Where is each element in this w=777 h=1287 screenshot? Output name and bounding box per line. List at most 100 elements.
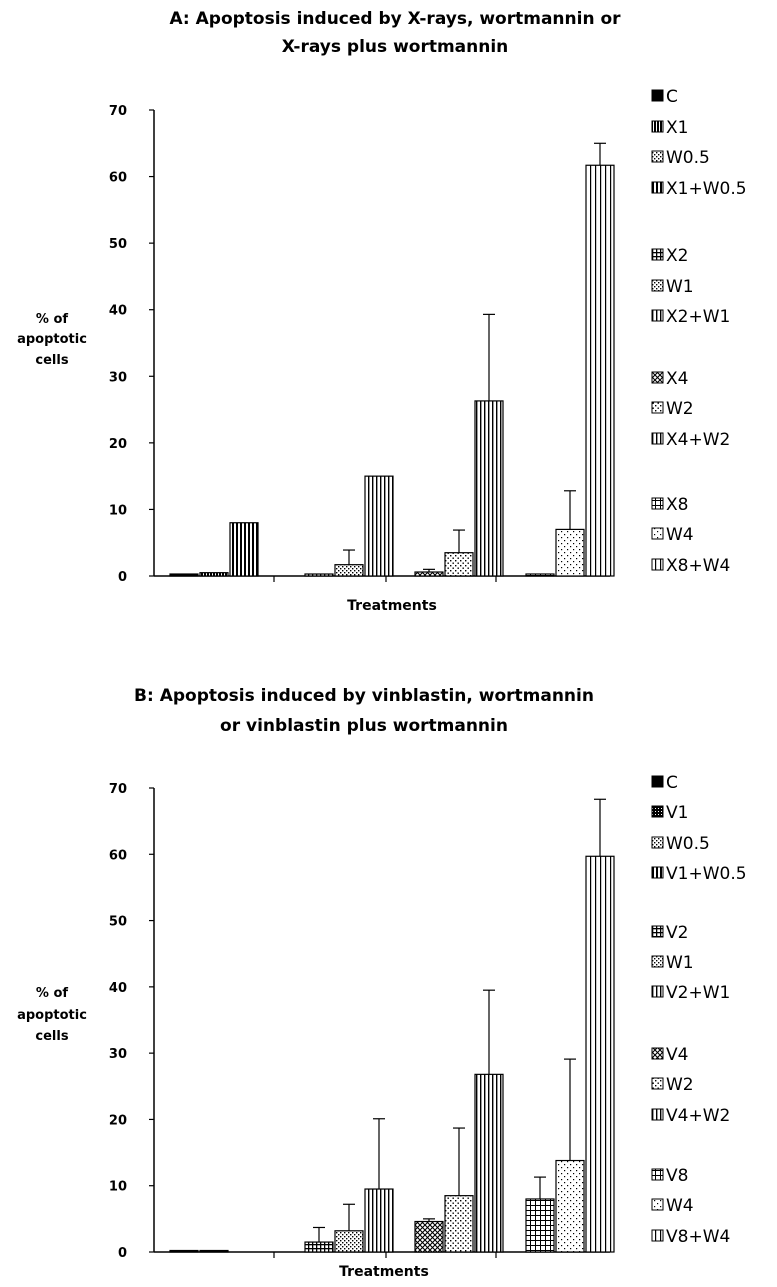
- chart1-title-line: A: Apoptosis induced by X-rays, wortmann…: [169, 9, 621, 29]
- chart2-y-axis-label: cells: [35, 1029, 68, 1044]
- chart1-legend-swatch-X4: [651, 371, 664, 384]
- chart1-legend-swatch-W2: [651, 401, 664, 414]
- chart1-legend-swatch-X1+W0.5: [651, 181, 664, 194]
- chart2-legend-label-W4: W4: [666, 1196, 694, 1216]
- chart1-bar-W4: [555, 528, 585, 577]
- chart1-bar-X4: [414, 571, 444, 577]
- chart1-legend-label-W1: W1: [666, 277, 694, 297]
- chart2-legend-swatch-V8: [651, 1168, 664, 1181]
- chart2-legend-label-V4: V4: [666, 1045, 688, 1065]
- chart2-bar-W1: [334, 1230, 364, 1253]
- chart2-legend-label-V2: V2: [666, 923, 688, 943]
- chart2-legend-label-V4+W2: V4+W2: [666, 1106, 730, 1126]
- chart1-y-tick-label: 20: [109, 437, 127, 452]
- chart1-legend-swatch-X8: [651, 497, 664, 510]
- chart2-y-tick-label: 60: [109, 848, 127, 863]
- chart1-x-axis-label: Treatments: [347, 598, 437, 614]
- chart2-legend-swatch-V4: [651, 1047, 664, 1060]
- chart1-legend-label-W0.5: W0.5: [666, 148, 710, 168]
- chart2-bar-W4: [555, 1159, 585, 1253]
- chart2-legend-label-W1: W1: [666, 953, 694, 973]
- chart2-bar-C: [169, 1249, 199, 1253]
- chart1-bar-X2+W1: [364, 475, 394, 577]
- chart1-bar-X4+W2: [474, 400, 504, 577]
- chart2-title-line: or vinblastin plus wortmannin: [220, 716, 508, 736]
- chart1-legend-label-W2: W2: [666, 399, 694, 419]
- chart1-title-line: X-rays plus wortmannin: [282, 37, 509, 57]
- chart2-legend-swatch-V1+W0.5: [651, 866, 664, 879]
- chart1-legend-swatch-X1: [651, 120, 664, 133]
- chart1-bar-X8+W4: [585, 164, 615, 577]
- chart1-legend-label-X8+W4: X8+W4: [666, 556, 730, 576]
- chart1-bar-X2: [304, 573, 334, 577]
- chart1-legend-label-X1+W0.5: X1+W0.5: [666, 179, 747, 199]
- chart1-legend-label-W4: W4: [666, 525, 694, 545]
- chart1-legend-swatch-W4: [651, 527, 664, 540]
- chart2-legend-label-V2+W1: V2+W1: [666, 983, 730, 1003]
- chart1-legend-swatch-X2+W1: [651, 309, 664, 322]
- chart1-legend-swatch-X8+W4: [651, 558, 664, 571]
- chart2-y-axis-label: % of: [36, 986, 68, 1001]
- chart2-legend-label-V1+W0.5: V1+W0.5: [666, 864, 747, 884]
- chart2-legend-swatch-W2: [651, 1077, 664, 1090]
- chart1-bar-X8: [525, 573, 555, 577]
- chart1-y-tick-label: 40: [109, 304, 127, 319]
- chart1-y-axis-label: apoptotic: [17, 332, 87, 347]
- chart1-legend-label-C: C: [666, 87, 678, 107]
- chart1-legend-label-X1: X1: [666, 118, 688, 138]
- chart1-y-tick-label: 70: [109, 104, 127, 119]
- chart1-legend-swatch-W0.5: [651, 150, 664, 163]
- chart1-bar-X1: [199, 572, 229, 577]
- chart1-legend-label-X8: X8: [666, 495, 688, 515]
- chart2-bar-V4: [414, 1220, 444, 1253]
- chart2-legend-swatch-V4+W2: [651, 1108, 664, 1121]
- chart1-y-tick-label: 60: [109, 171, 127, 186]
- chart1-legend-label-X2: X2: [666, 246, 688, 266]
- chart1-legend-label-X4+W2: X4+W2: [666, 430, 730, 450]
- chart2-bar-V8+W4: [585, 855, 615, 1253]
- chart2-y-tick-label: 20: [109, 1113, 127, 1128]
- chart2-legend-swatch-V1: [651, 805, 664, 818]
- chart2-y-tick-label: 50: [109, 915, 127, 930]
- chart1-legend-swatch-W1: [651, 279, 664, 292]
- chart2-bar-W2: [444, 1195, 474, 1253]
- chart2-y-tick-label: 10: [109, 1180, 127, 1195]
- chart1-legend-label-X2+W1: X2+W1: [666, 307, 730, 327]
- chart1-legend-swatch-X2: [651, 248, 664, 261]
- chart2-y-tick-label: 70: [109, 782, 127, 797]
- chart2-y-tick-label: 40: [109, 981, 127, 996]
- chart1-bar-X1+W0.5: [229, 522, 259, 577]
- chart2-x-axis-label: Treatments: [339, 1264, 429, 1280]
- chart2-bar-V2+W1: [364, 1188, 394, 1253]
- chart1-legend-label-X4: X4: [666, 369, 688, 389]
- chart1-legend-swatch-C: [651, 89, 664, 102]
- chart2-title-line: B: Apoptosis induced by vinblastin, wort…: [134, 686, 594, 706]
- chart2-bar-V8: [525, 1198, 555, 1253]
- chart2-y-axis-label: apoptotic: [17, 1008, 87, 1023]
- chart2-bar-V1: [199, 1249, 229, 1253]
- chart2-bar-V4+W2: [474, 1073, 504, 1253]
- chart1-legend-swatch-X4+W2: [651, 432, 664, 445]
- chart1-y-tick-label: 50: [109, 237, 127, 252]
- chart1-y-tick-label: 10: [109, 503, 127, 518]
- chart1-y-axis-label: % of: [36, 312, 68, 327]
- chart2-legend-swatch-W0.5: [651, 836, 664, 849]
- chart2-legend-label-C: C: [666, 773, 678, 793]
- chart2-y-tick-label: 30: [109, 1047, 127, 1062]
- chart2-legend-label-V8+W4: V8+W4: [666, 1227, 730, 1247]
- chart2-legend-swatch-C: [651, 775, 664, 788]
- chart2-legend-swatch-W4: [651, 1198, 664, 1211]
- chart2-legend-swatch-W1: [651, 955, 664, 968]
- chart2-legend-label-V1: V1: [666, 803, 688, 823]
- chart2-legend-swatch-V2+W1: [651, 985, 664, 998]
- chart1-y-axis-label: cells: [35, 353, 68, 368]
- chart1-bar-W2: [444, 552, 474, 577]
- chart1-y-tick-label: 0: [118, 570, 127, 585]
- chart2-legend-label-W2: W2: [666, 1075, 694, 1095]
- chart1-bar-C: [169, 573, 199, 577]
- chart2-legend-swatch-V8+W4: [651, 1229, 664, 1242]
- chart1-y-tick-label: 30: [109, 370, 127, 385]
- chart2-legend-label-V8: V8: [666, 1166, 688, 1186]
- chart2-y-tick-label: 0: [118, 1246, 127, 1261]
